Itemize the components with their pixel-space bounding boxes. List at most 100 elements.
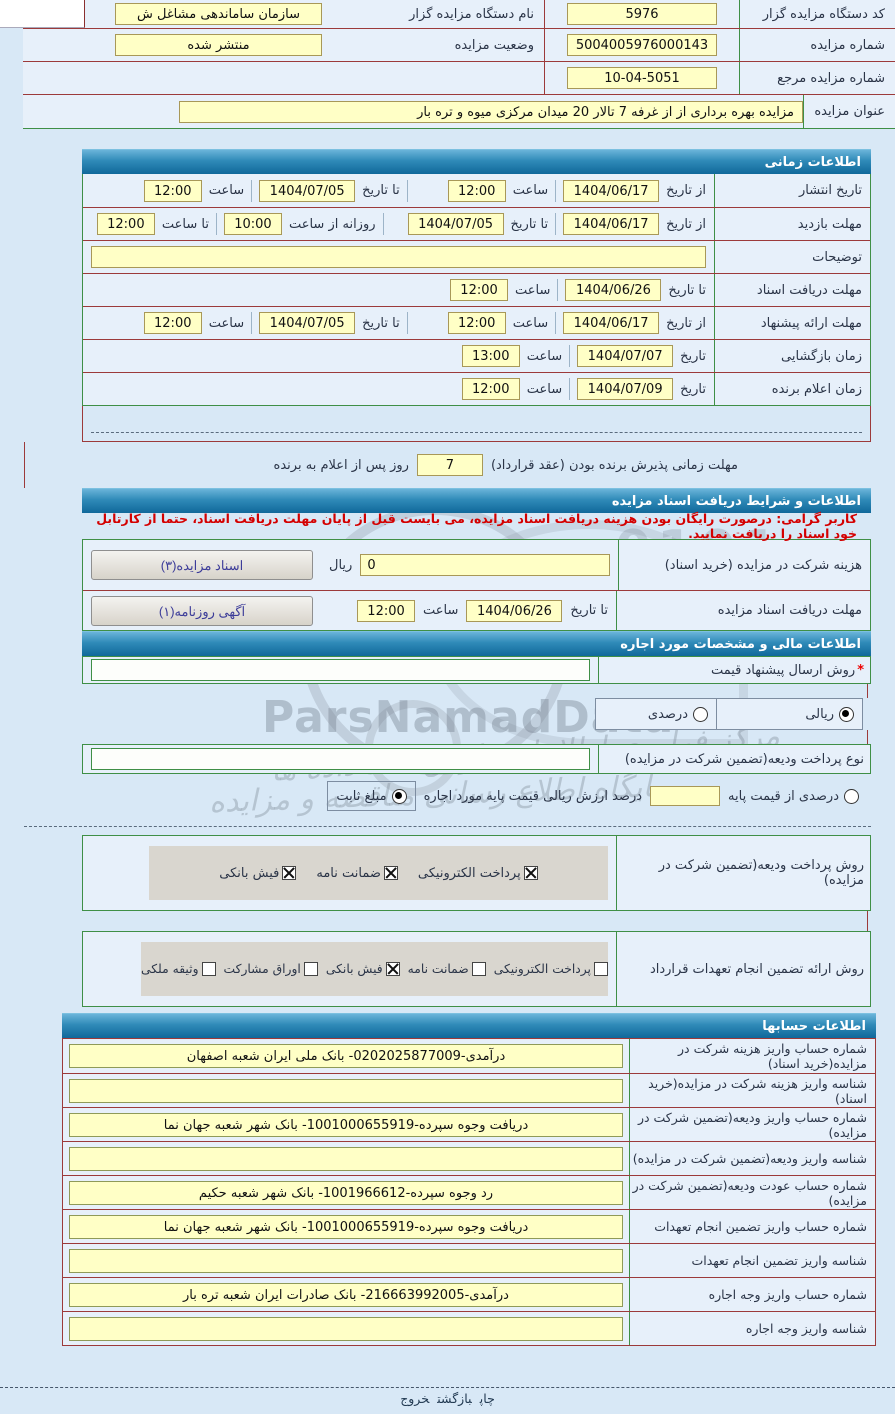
opening-time-field[interactable]: 13:00 xyxy=(461,345,520,367)
auction-title-field[interactable]: مزایده بهره برداری از از غرفه 7 تالار 20… xyxy=(179,100,803,123)
method-checkbox[interactable] xyxy=(593,962,608,976)
account-field[interactable] xyxy=(69,1146,623,1171)
to-date-label: تا تاریخ xyxy=(570,603,608,618)
account-row: شماره حساب واریز وجه اجاره درآمدی-216663… xyxy=(63,1277,875,1311)
device-name-field[interactable]: سازمان ساماندهی مشاغل ش xyxy=(115,3,322,25)
method-option[interactable]: فیش بانکی xyxy=(326,962,400,976)
visit-daily-time-field[interactable]: 10:00 xyxy=(223,213,282,235)
publish-to-time-field[interactable]: 12:00 xyxy=(143,179,202,202)
publish-to-date-field[interactable]: 1404/07/05 xyxy=(259,179,356,202)
receive-docs-time-field[interactable]: 12:00 xyxy=(450,279,509,301)
opening-date-field[interactable]: 1404/07/07 xyxy=(577,345,674,367)
price-send-method-field[interactable] xyxy=(91,659,590,681)
footer-link[interactable]: خروج xyxy=(400,1391,430,1406)
account-field[interactable]: دریافت وجوه سپرده-1001000655919- بانک شه… xyxy=(69,1112,623,1137)
hour-label: ساعت xyxy=(208,315,245,331)
to-date-label: تا تاریخ xyxy=(362,315,400,331)
newspaper-ad-button[interactable]: آگهی روزنامه(۱) xyxy=(91,595,313,626)
currency-label: ریال xyxy=(329,557,353,573)
publish-from-date-field[interactable]: 1404/06/17 xyxy=(563,179,660,202)
base-percent-input[interactable] xyxy=(650,786,721,806)
method-option[interactable]: ضمانت نامه xyxy=(316,866,398,881)
method-checkbox[interactable] xyxy=(282,866,297,880)
visit-until-time-field[interactable]: 12:00 xyxy=(96,213,155,235)
method-option[interactable]: پرداخت الکترونیکی xyxy=(418,866,538,881)
visit-deadline-label: مهلت بازدید xyxy=(714,208,870,240)
divider xyxy=(569,378,571,400)
footer-links: چاپ بازگشت خروج xyxy=(0,1387,895,1414)
status-field[interactable]: منتشر شده xyxy=(115,34,322,56)
notes-field[interactable] xyxy=(91,246,706,268)
price-type-percent-option[interactable]: درصدی xyxy=(595,698,717,730)
fixed-amount-option[interactable]: مبلغ ثابت xyxy=(327,781,416,811)
winner-time-field[interactable]: 12:00 xyxy=(461,378,520,400)
percent-radio[interactable] xyxy=(693,706,708,722)
row-device-code: کد دستگاه مزایده گزار 5976 نام دستگاه مز… xyxy=(23,0,895,28)
row-opening-time: زمان بازگشایی تاریخ 1404/07/07 ساعت 13:0… xyxy=(83,339,870,372)
offer-from-date-field[interactable]: 1404/06/17 xyxy=(563,312,660,334)
docs-deadline-time-field[interactable]: 12:00 xyxy=(357,599,416,622)
time-table: تاریخ انتشار از تاریخ 1404/06/17 ساعت 12… xyxy=(82,174,871,406)
account-field[interactable] xyxy=(69,1248,623,1273)
hour-label: ساعت xyxy=(423,603,459,618)
receive-docs-date-field[interactable]: 1404/06/26 xyxy=(565,279,662,301)
to-date-label: تا تاریخ xyxy=(668,282,706,298)
winner-date-field[interactable]: 1404/07/09 xyxy=(577,378,674,400)
from-date-label: از تاریخ xyxy=(666,315,706,331)
account-field[interactable] xyxy=(69,1316,623,1341)
method-option[interactable]: وثیقه ملکی xyxy=(141,962,216,976)
method-option[interactable]: ضمانت نامه xyxy=(408,962,486,976)
to-date-label: تا تاریخ xyxy=(362,183,400,198)
reference-number-field[interactable]: 10-04-5051 xyxy=(567,67,717,89)
method-checkbox[interactable] xyxy=(303,962,318,976)
deposit-payment-type-field[interactable] xyxy=(91,748,590,770)
hour-label: ساعت xyxy=(512,315,549,331)
method-checkbox[interactable] xyxy=(201,962,216,976)
account-field[interactable]: رد وجوه سپرده-1001966612- بانک شهر شعبه … xyxy=(69,1180,623,1205)
row-reference-number: شماره مزایده مرجع 10-04-5051 xyxy=(23,61,895,94)
method-option[interactable]: پرداخت الکترونیکی xyxy=(494,962,608,976)
rial-radio[interactable] xyxy=(839,706,854,722)
method-option[interactable]: اوراق مشارکت xyxy=(224,962,318,976)
method-label: فیش بانکی xyxy=(325,962,383,976)
device-code-field[interactable]: 5976 xyxy=(567,3,717,25)
divider xyxy=(569,345,571,367)
offer-to-time-field[interactable]: 12:00 xyxy=(143,312,202,334)
row-participation-fee: هزینه شرکت در مزایده (خرید اسناد) 0 ریال… xyxy=(83,540,870,590)
acceptance-period-suffix: روز پس از اعلام به برنده xyxy=(273,457,409,473)
visit-to-date-field[interactable]: 1404/07/05 xyxy=(407,213,504,235)
footer-link[interactable]: بازگشت xyxy=(437,1391,472,1406)
price-type-rial-option[interactable]: ریالی xyxy=(717,698,863,730)
guarantee-methods-label: روش ارائه تضمین انجام تعهدات قرارداد xyxy=(616,932,870,1006)
notes-label: توضیحات xyxy=(714,241,870,273)
account-field[interactable] xyxy=(69,1078,623,1103)
offer-to-date-field[interactable]: 1404/07/05 xyxy=(259,312,356,334)
auction-documents-button[interactable]: اسناد مزایده(۳) xyxy=(91,550,313,580)
participation-fee-field[interactable]: 0 xyxy=(360,554,611,576)
percent-of-base-radio[interactable] xyxy=(844,788,859,804)
section-bar-time: اطلاعات زمانی xyxy=(82,149,871,174)
base-price-row: درصدی از قیمت پایه درصد ارزش ریالی قیمت … xyxy=(82,780,871,812)
method-checkbox[interactable] xyxy=(471,962,486,976)
method-option[interactable]: فیش بانکی xyxy=(219,866,297,881)
account-field[interactable]: درآمدی-0202025877009- بانک ملی ایران شعب… xyxy=(69,1044,623,1068)
percent-of-base-option[interactable]: درصدی از قیمت پایه xyxy=(728,788,859,804)
docs-deadline-date-field[interactable]: 1404/06/26 xyxy=(466,599,563,622)
offer-from-time-field[interactable]: 12:00 xyxy=(447,312,506,334)
account-field[interactable]: دریافت وجوه سپرده-1001000655919- بانک شه… xyxy=(69,1214,623,1239)
row-guarantee-methods: روش ارائه تضمین انجام تعهدات قرارداد پرد… xyxy=(82,931,871,1007)
account-field[interactable]: درآمدی-216663992005- بانک صادرات ایران ش… xyxy=(69,1282,623,1307)
auction-number-field[interactable]: 5004005976000143 xyxy=(567,34,717,56)
method-checkbox[interactable] xyxy=(385,962,400,976)
offer-deadline-label: مهلت ارائه پیشنهاد xyxy=(714,307,870,339)
auction-number-label: شماره مزایده xyxy=(739,29,895,61)
method-checkbox[interactable] xyxy=(523,866,538,880)
fixed-amount-radio[interactable] xyxy=(391,788,407,804)
acceptance-days-field[interactable]: 7 xyxy=(416,454,483,476)
row-publish-date: تاریخ انتشار از تاریخ 1404/06/17 ساعت 12… xyxy=(83,174,870,207)
method-checkbox[interactable] xyxy=(383,866,398,880)
visit-from-date-field[interactable]: 1404/06/17 xyxy=(563,213,660,235)
publish-from-time-field[interactable]: 12:00 xyxy=(447,179,506,202)
row-deposit-payment-methods: روش پرداخت ودیعه(تضمین شرکت در مزایده) پ… xyxy=(82,835,871,911)
footer-link[interactable]: چاپ xyxy=(479,1391,495,1406)
